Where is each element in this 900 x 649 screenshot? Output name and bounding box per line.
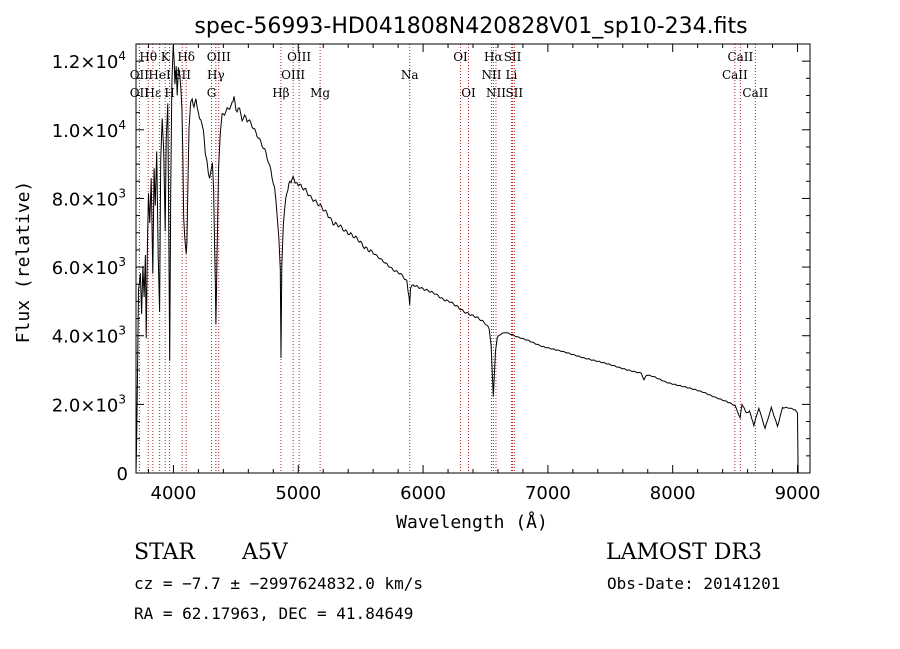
observation-date: Obs-Date: 20141201 bbox=[607, 574, 781, 593]
y-tick-label: 6.0×103 bbox=[52, 255, 126, 279]
line-annotation-label: OII bbox=[130, 86, 150, 100]
line-annotation-label: CaII bbox=[742, 86, 768, 100]
line-annotation-label: HeI bbox=[148, 68, 171, 82]
survey-release: LAMOST DR3 bbox=[606, 540, 762, 565]
redshift-readout: cz = −7.7 ± −2997624832.0 km/s bbox=[134, 574, 423, 593]
x-tick-label: 9000 bbox=[775, 483, 821, 504]
line-annotation-label: SII bbox=[173, 68, 191, 82]
line-annotation-label: Hα bbox=[484, 50, 503, 64]
line-annotation-label: OII bbox=[130, 68, 150, 82]
y-tick-label: 0 bbox=[117, 464, 128, 485]
line-annotation-label: CaII bbox=[727, 50, 753, 64]
line-annotation-label: OI bbox=[461, 86, 476, 100]
line-annotation-label: H bbox=[164, 86, 174, 100]
x-tick-label: 4000 bbox=[151, 483, 197, 504]
x-axis: 4000 5000 6000 7000 8000 9000 bbox=[147, 44, 821, 504]
line-annotation-label: CaII bbox=[722, 68, 748, 82]
spectrum-line bbox=[135, 45, 799, 474]
line-annotation-label: SII bbox=[504, 50, 522, 64]
coordinates: RA = 62.17963, DEC = 41.84649 bbox=[134, 604, 414, 623]
line-annotation-label: G bbox=[207, 86, 217, 100]
x-tick-label: 7000 bbox=[525, 483, 571, 504]
x-axis-label: Wavelength (Å) bbox=[396, 511, 548, 533]
y-tick-label: 4.0×103 bbox=[52, 324, 126, 348]
line-annotation-label: NII bbox=[481, 68, 501, 82]
x-tick-label: 8000 bbox=[650, 483, 696, 504]
y-tick-label: 2.0×103 bbox=[52, 392, 126, 416]
y-axis: 0 2.0×103 4.0×103 6.0×103 8.0×103 1.0×104 1.2×… bbox=[52, 49, 810, 485]
line-markers bbox=[138, 44, 756, 473]
line-annotation-label: SII bbox=[505, 86, 523, 100]
y-tick-label: 1.2×104 bbox=[52, 49, 126, 73]
line-annotation-label: Hγ bbox=[207, 68, 225, 82]
line-annotation-label: Li bbox=[506, 68, 518, 82]
x-tick-label: 5000 bbox=[275, 483, 321, 504]
spectrum-layer bbox=[135, 45, 799, 474]
line-annotation-label: Mg bbox=[310, 86, 330, 100]
chart-title: spec-56993-HD041808N420828V01_sp10-234.f… bbox=[194, 14, 747, 39]
plot-frame bbox=[135, 43, 811, 474]
y-tick-label: 8.0×103 bbox=[52, 186, 126, 210]
line-annotation-label: Hε bbox=[145, 86, 162, 100]
line-annotation-label: OI bbox=[453, 50, 468, 64]
x-tick-label: 6000 bbox=[400, 483, 446, 504]
y-tick-label: 1.0×104 bbox=[52, 118, 126, 142]
line-annotation-label: K bbox=[161, 50, 171, 64]
line-annotation-label: Hβ bbox=[272, 86, 289, 100]
line-annotation-label: OIII bbox=[207, 50, 231, 64]
line-annotation-label: OIII bbox=[287, 50, 311, 64]
line-annotation-label: OIII bbox=[281, 68, 305, 82]
line-annotation-label: NII bbox=[486, 86, 506, 100]
line-annotation-label: Hθ bbox=[139, 50, 157, 64]
line-annotation-label: Na bbox=[401, 68, 419, 82]
y-axis-label: Flux (relative) bbox=[13, 181, 34, 344]
line-annotation-label: Hδ bbox=[177, 50, 195, 64]
spectral-subclass: A5V bbox=[242, 540, 288, 565]
object-class: STAR bbox=[134, 540, 195, 565]
